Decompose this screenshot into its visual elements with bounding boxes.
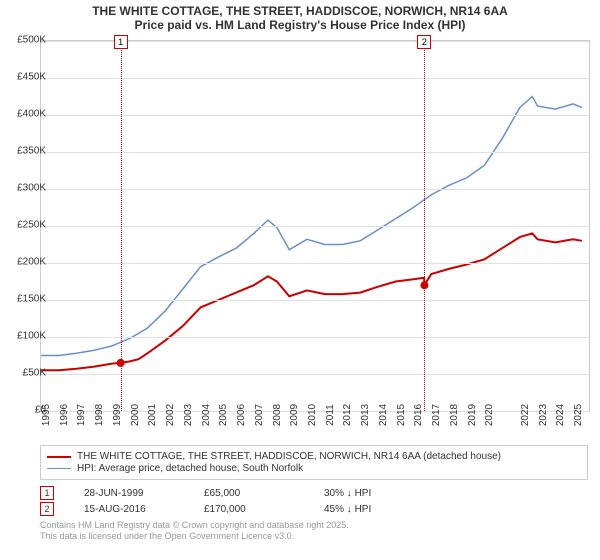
ytick-label: £100K (17, 331, 46, 342)
event-date-1: 28-JUN-1999 (84, 488, 174, 499)
gridline-h (41, 152, 589, 153)
xtick-label: 2020 (484, 404, 495, 426)
xtick-label: 1996 (59, 404, 70, 426)
attribution-line-2: This data is licensed under the Open Gov… (40, 531, 588, 542)
legend-swatch-hpi (47, 468, 71, 470)
event-row-2: 2 15-AUG-2016 £170,000 45% ↓ HPI (40, 502, 588, 516)
event-date-2: 15-AUG-2016 (84, 504, 174, 515)
xtick-label: 2024 (555, 404, 566, 426)
gridline-h (41, 300, 589, 301)
event-marker: 1 (114, 35, 128, 49)
gridline-h (41, 115, 589, 116)
xtick-label: 2019 (467, 404, 478, 426)
xtick-label: 2017 (431, 404, 442, 426)
xtick-label: 2004 (201, 404, 212, 426)
events-table: 1 28-JUN-1999 £65,000 30% ↓ HPI 2 15-AUG… (40, 486, 588, 516)
ytick-label: £50K (23, 368, 46, 379)
xtick-label: 2002 (165, 404, 176, 426)
xtick-label: 2001 (147, 404, 158, 426)
xtick-label: 2008 (272, 404, 283, 426)
xtick-label: 2016 (413, 404, 424, 426)
series-line-property (41, 233, 582, 370)
ytick-label: £200K (17, 257, 46, 268)
xtick-label: 2025 (573, 404, 584, 426)
legend-row-property: THE WHITE COTTAGE, THE STREET, HADDISCOE… (47, 451, 581, 462)
event-row-1: 1 28-JUN-1999 £65,000 30% ↓ HPI (40, 486, 588, 500)
event-price-1: £65,000 (204, 488, 294, 499)
ytick-label: £350K (17, 146, 46, 157)
gridline-h (41, 374, 589, 375)
ytick-label: £150K (17, 294, 46, 305)
gridline-h (41, 337, 589, 338)
xtick-label: 2009 (289, 404, 300, 426)
event-line (424, 41, 425, 411)
event-badge-2: 2 (40, 502, 54, 516)
xtick-label: 1998 (94, 404, 105, 426)
event-delta-1: 30% ↓ HPI (324, 488, 414, 499)
ytick-label: £250K (17, 220, 46, 231)
event-price-2: £170,000 (204, 504, 294, 515)
xtick-label: 1997 (76, 404, 87, 426)
legend-label-property: THE WHITE COTTAGE, THE STREET, HADDISCOE… (77, 451, 501, 462)
xtick-label: 2015 (396, 404, 407, 426)
xtick-label: 2022 (520, 404, 531, 426)
event-line (121, 41, 122, 411)
xtick-label: 2013 (360, 404, 371, 426)
plot-area: 1995199619971998199920002001200220032004… (40, 40, 590, 412)
legend: THE WHITE COTTAGE, THE STREET, HADDISCOE… (40, 445, 588, 480)
event-badge-1: 1 (40, 486, 54, 500)
gridline-h (41, 263, 589, 264)
xtick-label: 2000 (130, 404, 141, 426)
gridline-h (41, 226, 589, 227)
xtick-label: 2003 (183, 404, 194, 426)
xtick-label: 2005 (218, 404, 229, 426)
legend-row-hpi: HPI: Average price, detached house, Sout… (47, 463, 581, 474)
ytick-label: £400K (17, 109, 46, 120)
attribution-line-1: Contains HM Land Registry data © Crown c… (40, 520, 588, 531)
legend-swatch-property (47, 456, 71, 458)
xtick-label: 2007 (254, 404, 265, 426)
gridline-h (41, 78, 589, 79)
ytick-label: £300K (17, 183, 46, 194)
ytick-label: £0 (35, 405, 46, 416)
xtick-label: 2014 (378, 404, 389, 426)
title-line-2: Price paid vs. HM Land Registry's House … (0, 18, 600, 32)
event-delta-2: 45% ↓ HPI (324, 504, 414, 515)
gridline-h (41, 189, 589, 190)
chart-container: THE WHITE COTTAGE, THE STREET, HADDISCOE… (0, 0, 600, 560)
ytick-label: £500K (17, 35, 46, 46)
chart-title: THE WHITE COTTAGE, THE STREET, HADDISCOE… (0, 0, 600, 33)
attribution: Contains HM Land Registry data © Crown c… (40, 520, 588, 542)
xtick-label: 2006 (236, 404, 247, 426)
xtick-label: 2023 (538, 404, 549, 426)
xtick-label: 2011 (325, 404, 336, 426)
title-line-1: THE WHITE COTTAGE, THE STREET, HADDISCOE… (0, 4, 600, 18)
event-marker: 2 (417, 35, 431, 49)
below-chart: THE WHITE COTTAGE, THE STREET, HADDISCOE… (40, 445, 588, 542)
ytick-label: £450K (17, 72, 46, 83)
legend-label-hpi: HPI: Average price, detached house, Sout… (77, 463, 303, 474)
xtick-label: 2012 (342, 404, 353, 426)
xtick-label: 2010 (307, 404, 318, 426)
xtick-label: 2018 (449, 404, 460, 426)
